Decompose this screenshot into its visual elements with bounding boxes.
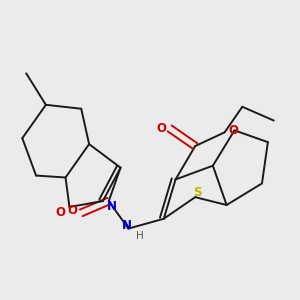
Text: O: O [68, 204, 78, 218]
Text: O: O [228, 124, 238, 137]
Text: O: O [56, 206, 66, 219]
Text: N: N [106, 200, 116, 214]
Text: H: H [136, 231, 143, 241]
Text: O: O [156, 122, 166, 135]
Text: S: S [193, 186, 201, 199]
Text: N: N [122, 219, 131, 232]
